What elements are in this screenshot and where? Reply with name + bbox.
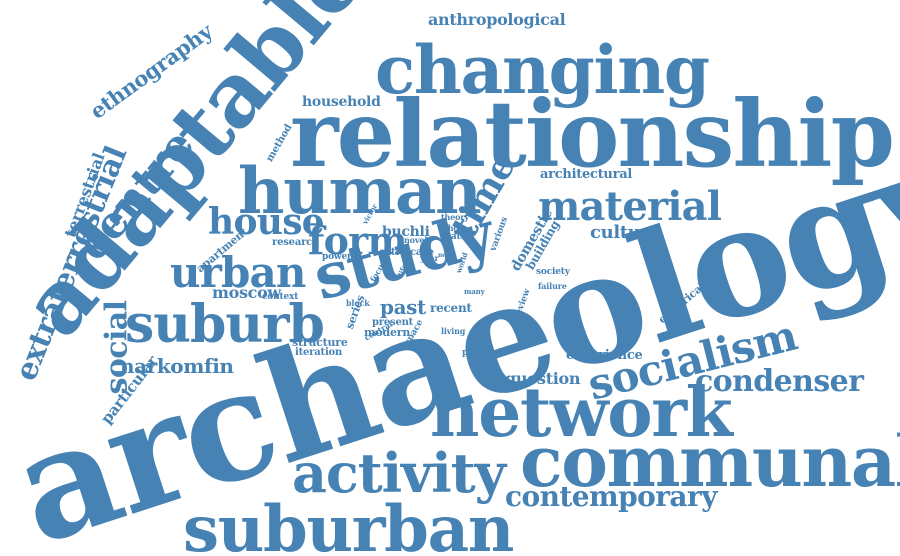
word-experience: experience xyxy=(566,347,643,363)
word-recent: recent xyxy=(430,300,472,315)
word-society: society xyxy=(536,266,570,277)
word-urban: urban xyxy=(170,248,306,298)
word-structure: structure xyxy=(292,336,348,350)
word-household: household xyxy=(302,94,381,111)
word-communal: communal xyxy=(520,420,900,504)
word-whole: whole xyxy=(441,222,467,233)
word-iteration: iteration xyxy=(295,347,343,359)
word-past: past xyxy=(380,295,426,320)
word-anthropological: anthropological xyxy=(428,9,566,29)
word-human: human xyxy=(238,154,482,230)
word-context: context xyxy=(262,291,299,302)
word-house: house xyxy=(208,200,325,243)
word-research: research xyxy=(272,237,320,249)
word-condenser: condenser xyxy=(695,363,864,399)
word-new: new xyxy=(438,252,451,260)
word-buchli: buchli xyxy=(382,224,430,241)
word-modern: modern xyxy=(364,326,411,340)
word-power: power xyxy=(322,251,352,262)
word-living: living xyxy=(441,325,466,336)
word-network: network xyxy=(430,372,733,453)
word-form: form xyxy=(308,218,408,264)
word-contemporary: contemporary xyxy=(505,480,717,514)
word-failure: failure xyxy=(538,280,567,291)
word-suburb: suburb xyxy=(125,294,325,356)
word-block: block xyxy=(346,297,370,308)
word-moscow: moscow xyxy=(212,282,281,302)
word-material: material xyxy=(538,182,722,230)
word-question: question xyxy=(505,368,581,388)
word-present: present xyxy=(372,317,414,329)
word-year: year xyxy=(420,252,439,263)
word-many: many xyxy=(464,286,485,296)
word-state: state xyxy=(442,231,467,242)
word-narkomfin: narkomfin xyxy=(120,354,234,379)
word-theory: theory xyxy=(441,211,469,222)
word-culture: culture xyxy=(590,221,661,243)
word-political: political xyxy=(462,347,502,358)
word-novel: novel xyxy=(404,234,428,245)
word-changing: changing xyxy=(375,30,710,109)
word-suburban: suburban xyxy=(183,492,514,556)
word-extra-case: extra case xyxy=(379,247,434,259)
word-relationship: relationship xyxy=(290,80,895,189)
word-activity: activity xyxy=(292,440,506,505)
word-architectural: architectural xyxy=(540,166,633,182)
